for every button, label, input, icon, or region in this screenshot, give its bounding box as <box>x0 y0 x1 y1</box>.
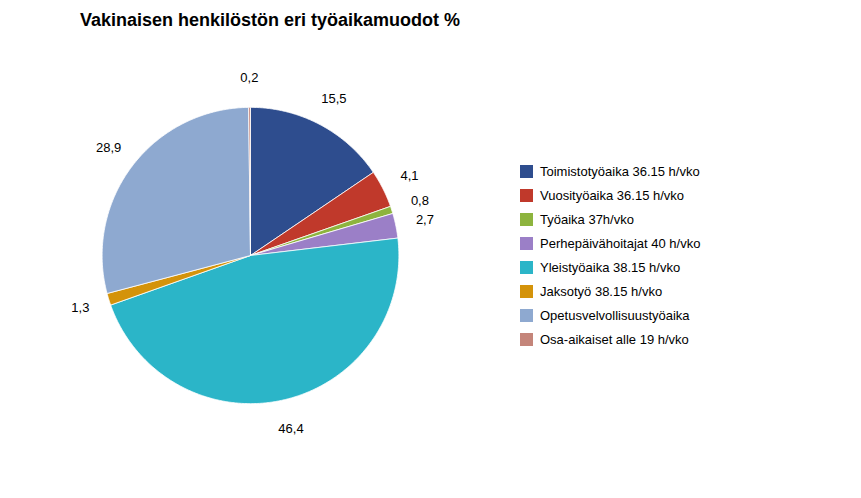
html-text:Toimistotyöaika 36.15 h/vko: Toimistotyöaika 36.15 h/vko <box>540 163 700 179</box>
html-text:Opetusvelvollisuustyöaika: Opetusvelvollisuustyöaika <box>540 307 690 323</box>
svg-text:0,8: 0,8 <box>411 193 429 208</box>
html-text:Jaksotyö 38.15 h/vko: Jaksotyö 38.15 h/vko <box>540 283 663 299</box>
html-text:Perhepäivähoitajat 40 h/vko: Perhepäivähoitajat 40 h/vko <box>540 235 701 251</box>
svg-text:1,3: 1,3 <box>71 300 89 315</box>
html-text:Vakinaisen henkilöstön eri työ: Vakinaisen henkilöstön eri työaikamuodot… <box>79 10 460 30</box>
html-text:Yleistyöaika 38.15 h/vko: Yleistyöaika 38.15 h/vko <box>540 259 681 275</box>
html-text:Osa-aikaiset alle 19 h/vko: Osa-aikaiset alle 19 h/vko <box>540 331 689 347</box>
svg-text:4,1: 4,1 <box>400 168 418 183</box>
svg-text:0,2: 0,2 <box>240 70 258 85</box>
svg-text:28,9: 28,9 <box>96 140 121 155</box>
svg-text:46,4: 46,4 <box>278 421 303 436</box>
svg-text:15,5: 15,5 <box>321 91 346 106</box>
html-text:Työaika 37h/vko: Työaika 37h/vko <box>540 211 634 227</box>
html-text:Vuosityöaika 36.15 h/vko: Vuosityöaika 36.15 h/vko <box>540 187 685 203</box>
svg-text:2,7: 2,7 <box>416 212 434 227</box>
